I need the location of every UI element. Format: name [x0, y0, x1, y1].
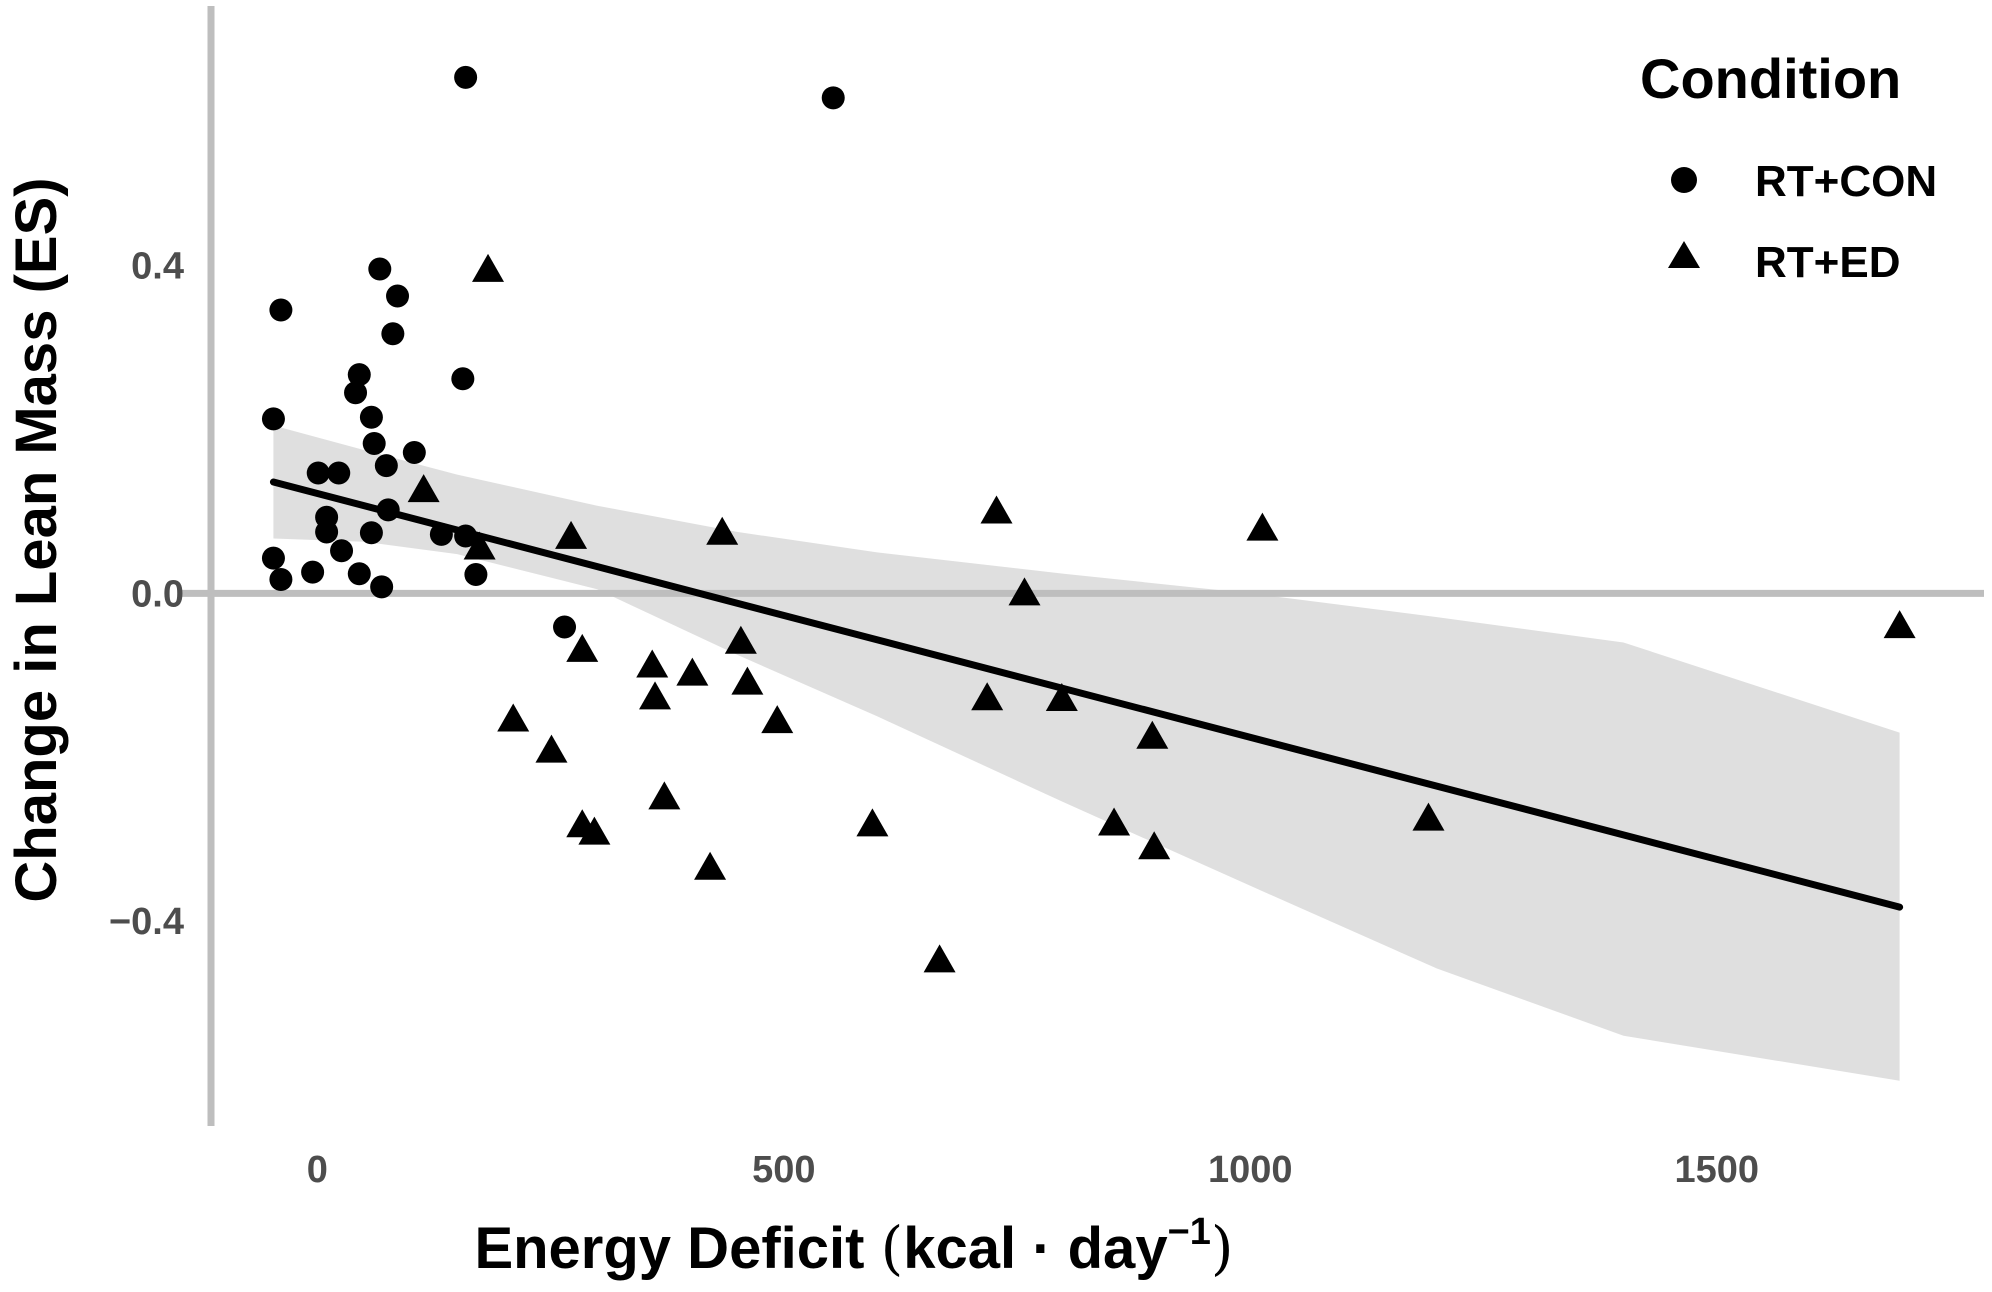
- data-point-rt-con: [347, 562, 371, 586]
- data-point-rt-ed: [463, 531, 496, 560]
- data-point-rt-ed: [724, 625, 757, 654]
- legend-label-rt-ed: RT+ED: [1755, 238, 1900, 287]
- data-point-rt-ed: [636, 649, 669, 678]
- x-tick-labels: 0 500 1000 1500: [307, 1149, 1759, 1191]
- data-point-rt-ed: [407, 474, 440, 503]
- data-point-rt-ed: [555, 520, 588, 549]
- data-point-rt-ed: [761, 705, 794, 734]
- data-point-rt-con: [362, 431, 386, 455]
- data-point-rt-con: [359, 405, 383, 429]
- data-point-rt-con: [301, 560, 325, 584]
- data-point-rt-ed: [1098, 807, 1131, 836]
- legend-title: Condition: [1640, 47, 1901, 110]
- x-tick-label: 500: [752, 1149, 815, 1191]
- data-point-rt-ed: [731, 666, 764, 695]
- legend-label-rt-con: RT+CON: [1755, 157, 1937, 206]
- data-point-rt-con: [402, 440, 426, 464]
- data-point-rt-con: [553, 615, 577, 639]
- data-point-rt-con: [261, 546, 285, 570]
- data-point-rt-con: [386, 284, 410, 308]
- confidence-band-layer: [273, 425, 1900, 1081]
- data-point-rt-con: [464, 563, 488, 587]
- data-point-rt-con: [368, 257, 392, 281]
- legend: Condition RT+CON RT+ED: [1640, 47, 1937, 287]
- data-point-rt-con: [315, 520, 339, 544]
- data-point-rt-con: [269, 298, 293, 322]
- data-point-rt-ed: [676, 657, 709, 686]
- x-axis-title-close-paren: ): [1211, 1214, 1234, 1282]
- data-point-rt-ed: [694, 851, 727, 880]
- x-tick-label: 1000: [1208, 1149, 1293, 1191]
- data-point-rt-con: [376, 498, 400, 522]
- data-point-rt-ed: [1412, 802, 1445, 831]
- data-point-rt-ed: [1246, 512, 1279, 541]
- data-point-rt-ed: [648, 781, 681, 810]
- x-tick-label: 0: [307, 1149, 328, 1191]
- data-point-rt-con: [429, 522, 453, 546]
- x-axis-title-exponent: −1: [1168, 1211, 1211, 1253]
- data-point-rt-ed: [1045, 683, 1078, 712]
- y-tick-label: 0.0: [131, 573, 184, 615]
- y-tick-labels: −0.4 0.0 0.4: [109, 246, 184, 943]
- confidence-band: [273, 425, 1900, 1081]
- data-point-rt-con: [454, 65, 478, 89]
- regression-line: [269, 478, 1904, 911]
- data-point-rt-ed: [1883, 610, 1916, 639]
- data-point-rt-con: [370, 575, 394, 599]
- data-point-rt-ed: [1138, 831, 1171, 860]
- data-point-rt-con: [347, 363, 371, 387]
- reference-lines: [178, 6, 1984, 1126]
- data-point-rt-ed: [1136, 720, 1169, 749]
- data-point-rt-con: [821, 86, 845, 110]
- data-point-rt-con: [454, 524, 478, 548]
- y-axis-title: Change in Lean Mass (ES): [4, 177, 69, 902]
- legend-key-triangle: [1668, 241, 1700, 268]
- data-point-rt-con: [306, 461, 330, 485]
- data-point-rt-ed: [971, 682, 1004, 711]
- y-tick-label: 0.4: [131, 246, 184, 288]
- data-point-rt-con: [327, 461, 351, 485]
- y-tick-label: −0.4: [109, 901, 184, 943]
- data-point-rt-con: [344, 381, 368, 405]
- x-axis-title-open-paren: (: [881, 1214, 904, 1282]
- data-point-rt-con: [451, 367, 475, 391]
- data-points: [261, 65, 1916, 973]
- data-point-rt-ed: [1008, 577, 1041, 606]
- x-axis-title-main: Energy Deficit: [474, 1216, 880, 1281]
- x-tick-label: 1500: [1674, 1149, 1759, 1191]
- data-point-rt-con: [381, 322, 405, 346]
- legend-key-circle: [1671, 167, 1697, 193]
- data-point-rt-con: [261, 407, 285, 431]
- data-point-rt-ed: [856, 808, 889, 837]
- x-axis-title: Energy Deficit (kcal · day−1): [474, 1211, 1233, 1282]
- data-point-rt-ed: [578, 816, 611, 845]
- data-point-rt-ed: [639, 681, 672, 710]
- x-axis-title-unit: kcal · day: [903, 1216, 1167, 1281]
- data-point-rt-con: [330, 539, 354, 563]
- fit-line-layer: [269, 478, 1904, 911]
- data-point-rt-ed: [472, 253, 505, 282]
- data-point-rt-ed: [535, 734, 568, 763]
- data-point-rt-ed: [497, 703, 530, 732]
- data-point-rt-con: [269, 567, 293, 591]
- data-point-rt-ed: [706, 516, 739, 545]
- data-point-rt-ed: [980, 495, 1013, 524]
- data-point-rt-ed: [566, 633, 599, 662]
- data-point-rt-ed: [923, 944, 956, 973]
- data-point-rt-con: [374, 454, 398, 478]
- data-point-rt-con: [359, 521, 383, 545]
